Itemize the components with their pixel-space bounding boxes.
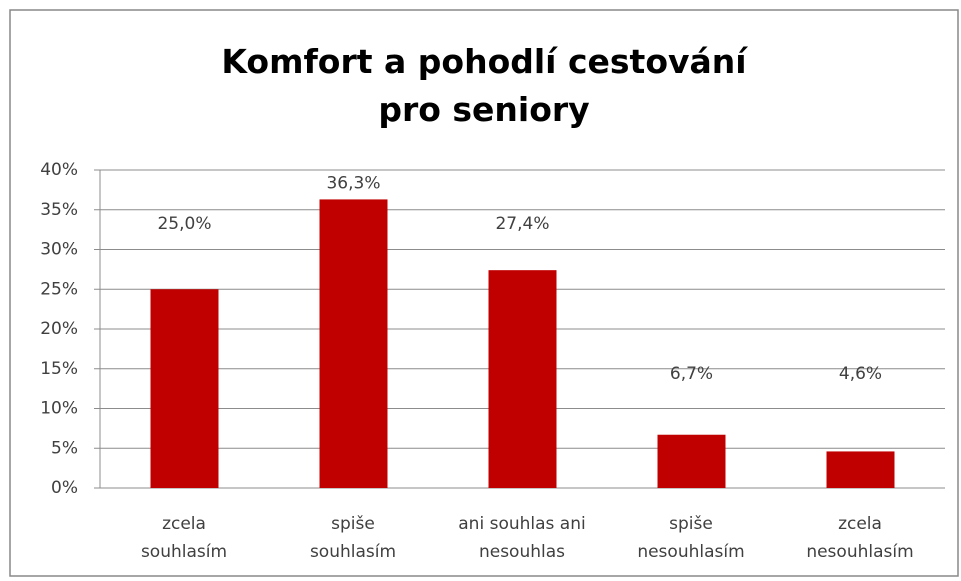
x-tick-label: zcela souhlasím: [140, 514, 228, 562]
x-tick-label: spiše souhlasím: [309, 514, 397, 562]
x-tick-label: zcela nesouhlasím: [806, 514, 914, 562]
bar: [657, 434, 726, 488]
data-label: 27,4%: [495, 214, 549, 234]
bar: [488, 270, 557, 488]
x-tick-label: ani souhlas ani nesouhlas: [458, 514, 586, 562]
x-tick-label: spiše nesouhlasím: [637, 514, 745, 562]
y-tick-label: 5%: [51, 438, 78, 458]
data-label: 36,3%: [326, 173, 380, 193]
data-label: 4,6%: [839, 364, 882, 384]
y-tick-label: 20%: [40, 319, 78, 339]
bar: [826, 451, 895, 488]
chart-title: Komfort a pohodlí cestování pro seniory: [221, 42, 747, 129]
y-tick-label: 30%: [40, 240, 78, 260]
data-label: 6,7%: [670, 364, 713, 384]
y-tick-label: 15%: [40, 359, 78, 379]
y-tick-label: 0%: [51, 478, 78, 498]
bar: [150, 289, 219, 488]
y-tick-label: 10%: [40, 399, 78, 419]
y-tick-label: 25%: [40, 279, 78, 299]
y-tick-label: 35%: [40, 200, 78, 220]
data-label: 25,0%: [157, 214, 211, 234]
y-tick-label: 40%: [40, 160, 78, 180]
bar: [319, 199, 388, 489]
